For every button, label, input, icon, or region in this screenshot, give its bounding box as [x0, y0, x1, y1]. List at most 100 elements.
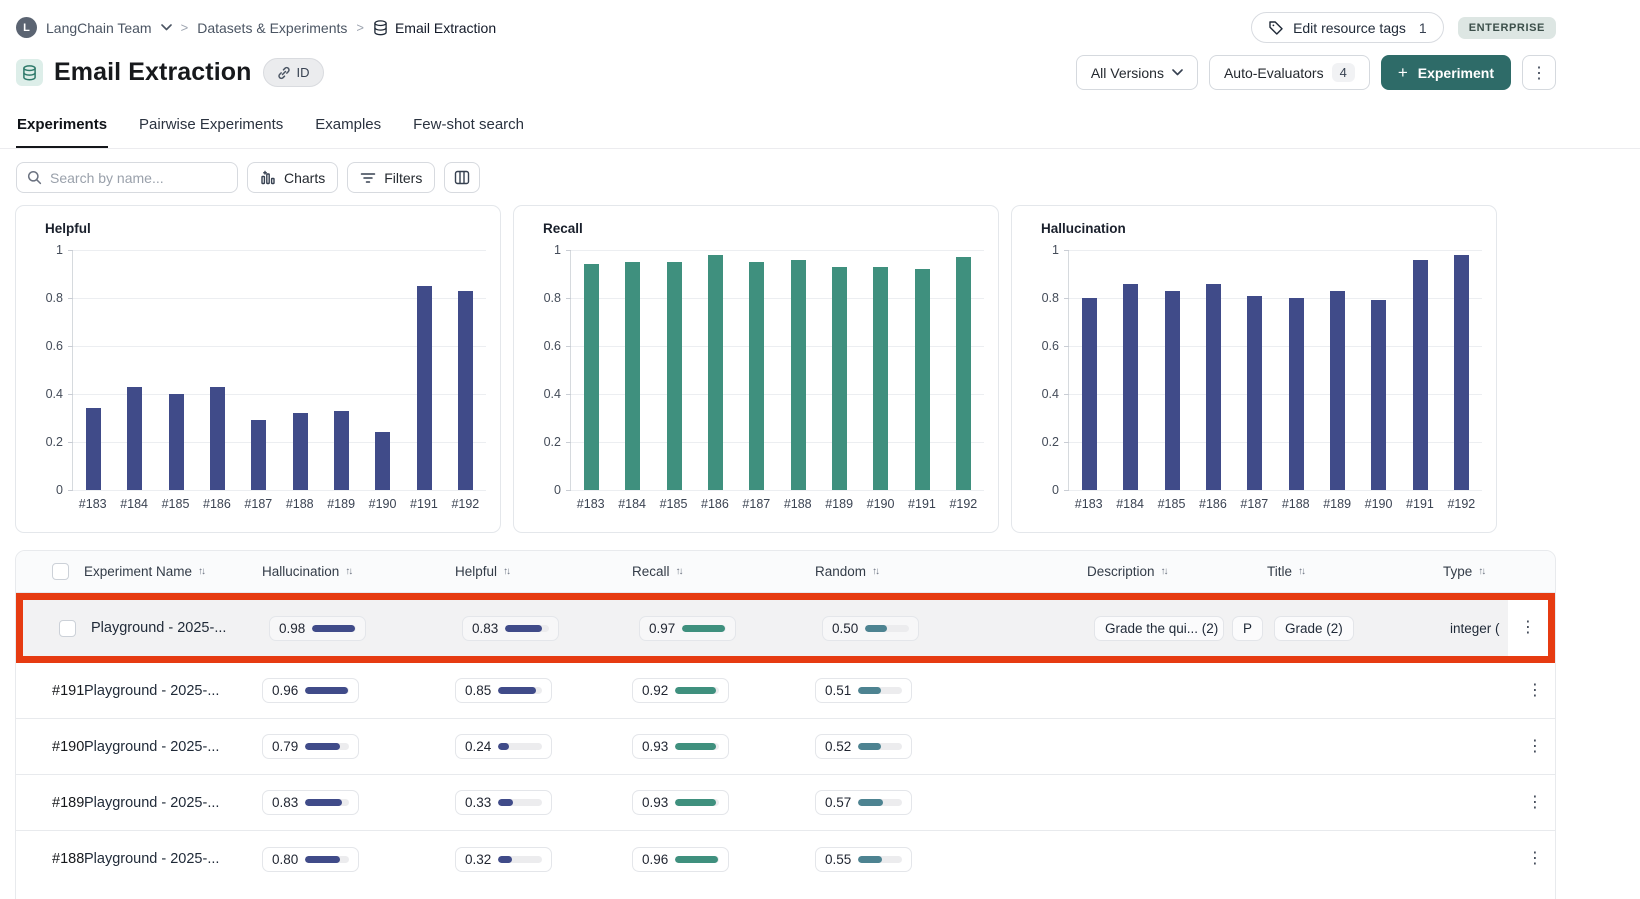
hallucination-cell: 0.98	[269, 615, 462, 641]
bar-#191[interactable]	[416, 286, 432, 490]
filters-button[interactable]: Filters	[347, 162, 436, 193]
tab-examples[interactable]: Examples	[315, 116, 382, 133]
bar-#192[interactable]	[955, 257, 971, 490]
bar-#187[interactable]	[1247, 295, 1263, 490]
bar-#189[interactable]	[831, 266, 847, 490]
kebab-menu-icon[interactable]: ⋮	[1527, 681, 1543, 699]
metric-bar-fill	[865, 624, 888, 632]
table-row-highlighted[interactable]: Playground - 2025-... 0.98 0.83 0.97 0.50 Gra…	[23, 600, 1548, 656]
metric-bar-fill	[858, 687, 881, 694]
copy-id-button[interactable]: ID	[262, 58, 324, 87]
gridline	[1069, 297, 1482, 299]
row-checkbox[interactable]	[59, 619, 76, 637]
chevron-down-icon[interactable]	[160, 24, 172, 31]
axis-tick	[1064, 489, 1069, 491]
table-row[interactable]: #188 Playground - 2025-... 0.80 0.32 0.96 0.5…	[16, 831, 1555, 887]
bar-#186[interactable]	[708, 254, 724, 490]
recall-cell: 0.97	[639, 615, 822, 641]
edit-resource-tags-button[interactable]: Edit resource tags 1	[1251, 12, 1444, 43]
bar-#189[interactable]	[1329, 290, 1345, 490]
team-avatar[interactable]: L	[16, 17, 37, 38]
row-select-cell: #191	[16, 682, 84, 700]
plan-badge: ENTERPRISE	[1457, 16, 1556, 39]
bar-#190[interactable]	[1371, 300, 1387, 490]
bar-slot	[819, 250, 860, 490]
bar-#192[interactable]	[1453, 254, 1469, 490]
bar-#186[interactable]	[1206, 283, 1222, 490]
kebab-menu-icon[interactable]: ⋮	[1527, 850, 1543, 867]
bar-#184[interactable]	[1123, 283, 1139, 490]
sort-icon: ↑↓	[1298, 566, 1306, 577]
kebab-menu-icon[interactable]: ⋮	[1527, 793, 1543, 811]
search-box[interactable]	[16, 162, 238, 193]
column-header-random[interactable]: Random ↑↓	[815, 564, 880, 579]
axis-tick	[566, 489, 571, 491]
bar-#184[interactable]	[625, 262, 641, 490]
column-header-title[interactable]: Title ↑↓	[1267, 564, 1306, 579]
experiment-name: Playground - 2025-...	[84, 851, 220, 867]
x-tick-label: #192	[451, 497, 480, 511]
y-tick-label: 0.6	[1041, 339, 1059, 353]
bar-#190[interactable]	[375, 432, 391, 490]
recall-cell: 0.93	[632, 734, 815, 759]
tab-experiments[interactable]: Experiments	[16, 110, 109, 148]
table-row[interactable]: #190 Playground - 2025-... 0.79 0.24 0.93 0.5…	[16, 719, 1555, 775]
random-cell: 0.57	[815, 790, 1087, 815]
bar-#189[interactable]	[333, 410, 349, 490]
bar-#184[interactable]	[127, 386, 143, 490]
column-header-helpful[interactable]: Helpful ↑↓	[455, 564, 511, 579]
metric-bar	[675, 687, 720, 694]
row-number: #191	[52, 682, 85, 699]
new-experiment-button[interactable]: + Experiment	[1380, 55, 1511, 90]
table-row[interactable]: #191 Playground - 2025-... 0.96 0.85 0.92 0.5…	[16, 663, 1555, 719]
column-header-type[interactable]: Type ↑↓	[1443, 564, 1486, 579]
bar-#188[interactable]	[1288, 298, 1304, 490]
column-header-description[interactable]: Description ↑↓	[1087, 564, 1169, 579]
charts-button[interactable]: Charts	[247, 162, 339, 193]
column-header-hallucination[interactable]: Hallucination ↑↓	[262, 564, 353, 579]
bar-#188[interactable]	[790, 259, 806, 490]
charts-section: Helpful 0 0.2 0.4 0.6 0.8 1 #183 #184 #185 #186 #18…	[0, 203, 1640, 533]
chart-card-recall: Recall 0 0.2 0.4 0.6 0.8 1 #183 #184 #185 #186 #187…	[513, 205, 999, 533]
x-tick-label: #184	[120, 497, 149, 511]
more-actions-button[interactable]: ⋮	[1522, 55, 1556, 90]
bar-#185[interactable]	[1164, 290, 1180, 490]
kebab-menu-icon[interactable]: ⋮	[1527, 737, 1543, 755]
breadcrumb-section[interactable]: Datasets & Experiments	[197, 19, 348, 36]
search-input[interactable]	[50, 169, 227, 186]
bar-#188[interactable]	[292, 413, 308, 490]
table-row[interactable]: #189 Playground - 2025-... 0.83 0.33 0.93 0.5…	[16, 775, 1555, 831]
metric-bar	[858, 743, 903, 750]
tab-pairwise-experiments[interactable]: Pairwise Experiments	[139, 116, 284, 133]
versions-dropdown[interactable]: All Versions	[1075, 55, 1198, 90]
columns-button[interactable]	[444, 162, 481, 193]
select-all-checkbox[interactable]	[52, 563, 69, 580]
bar-#190[interactable]	[873, 266, 889, 490]
tag-icon	[1268, 20, 1284, 36]
bar-slot	[1152, 250, 1193, 490]
row-actions-cell: ⋮	[1508, 600, 1548, 656]
row-select-cell: #190	[16, 738, 84, 756]
y-tick-label: 1	[1052, 243, 1059, 257]
breadcrumb-team[interactable]: LangChain Team	[46, 19, 152, 36]
random-cell: 0.51	[815, 678, 1087, 703]
tab-few-shot-search[interactable]: Few-shot search	[413, 116, 524, 133]
bar-#183[interactable]	[86, 408, 102, 490]
bar-#185[interactable]	[168, 394, 184, 490]
bar-#191[interactable]	[1412, 259, 1428, 490]
row-select-cell: #189	[16, 794, 84, 812]
axis-tick	[566, 345, 571, 347]
bar-#187[interactable]	[251, 420, 267, 490]
bar-#191[interactable]	[914, 269, 930, 490]
bar-#187[interactable]	[749, 262, 765, 490]
bar-#183[interactable]	[1082, 298, 1098, 490]
bar-#186[interactable]	[210, 386, 226, 490]
bar-#185[interactable]	[666, 262, 682, 490]
bar-#192[interactable]	[457, 290, 473, 490]
bar-#183[interactable]	[584, 264, 600, 490]
helpful-cell: 0.33	[455, 790, 632, 815]
column-header-experiment-name[interactable]: Experiment Name ↑↓	[84, 564, 206, 579]
kebab-menu-icon[interactable]: ⋮	[1520, 619, 1536, 636]
auto-evaluators-button[interactable]: Auto-Evaluators 4	[1208, 55, 1370, 90]
column-header-recall[interactable]: Recall ↑↓	[632, 564, 684, 579]
